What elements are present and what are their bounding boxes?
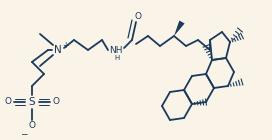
Text: N: N — [54, 45, 62, 55]
Text: S: S — [29, 97, 35, 107]
Text: +: + — [62, 40, 68, 50]
Text: O: O — [134, 11, 141, 20]
Text: O: O — [29, 122, 36, 130]
Text: −: − — [20, 130, 28, 138]
Polygon shape — [174, 21, 185, 36]
Text: NH: NH — [109, 46, 123, 54]
Text: O: O — [5, 97, 11, 107]
Text: H: H — [114, 55, 120, 61]
Text: O: O — [52, 97, 60, 107]
